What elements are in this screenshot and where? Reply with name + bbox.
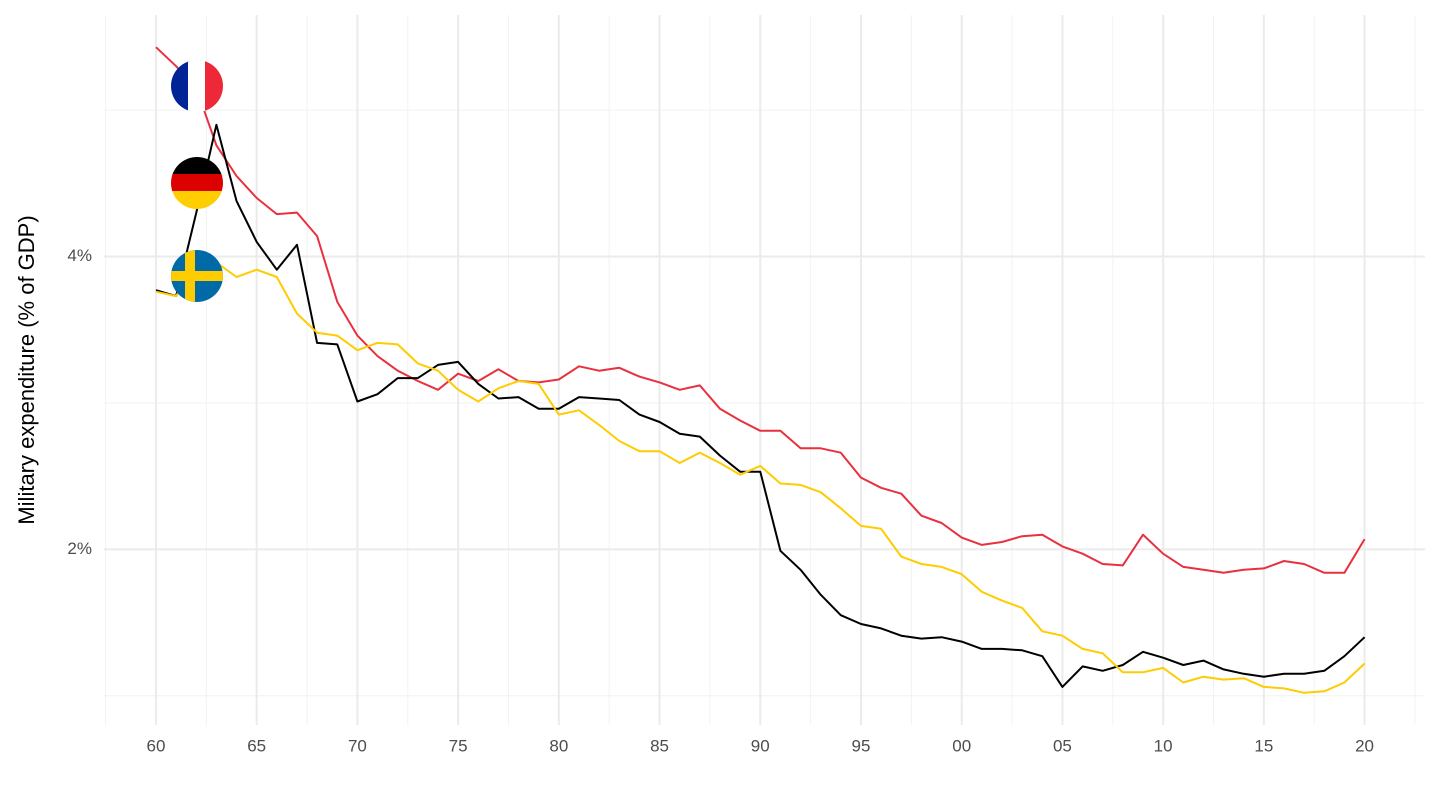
y-tick-label: 4%: [67, 246, 92, 265]
x-tick-label: 75: [449, 736, 468, 755]
series-line: [155, 261, 1366, 694]
x-tick-label: 10: [1154, 736, 1173, 755]
x-tick-label: 90: [751, 736, 770, 755]
x-tick-label: 70: [348, 736, 367, 755]
x-tick-label: 65: [247, 736, 266, 755]
x-tick-label: 80: [549, 736, 568, 755]
x-tick-label: 15: [1254, 736, 1273, 755]
series-line: [155, 123, 1366, 688]
y-axis-label: Military expenditure (% of GDP): [14, 215, 39, 524]
x-tick-label: 95: [852, 736, 871, 755]
x-tick-label: 00: [952, 736, 971, 755]
x-tick-label: 85: [650, 736, 669, 755]
grid: [104, 15, 1425, 725]
x-tick-label: 05: [1053, 736, 1072, 755]
series-line: [155, 46, 1366, 574]
y-tick-label: 2%: [67, 539, 92, 558]
x-tick-label: 20: [1355, 736, 1374, 755]
x-tick-label: 60: [147, 736, 166, 755]
flag-germany: [171, 157, 223, 209]
flag-france: [171, 60, 223, 112]
flag-sweden: [171, 250, 223, 302]
lines: [155, 46, 1366, 694]
